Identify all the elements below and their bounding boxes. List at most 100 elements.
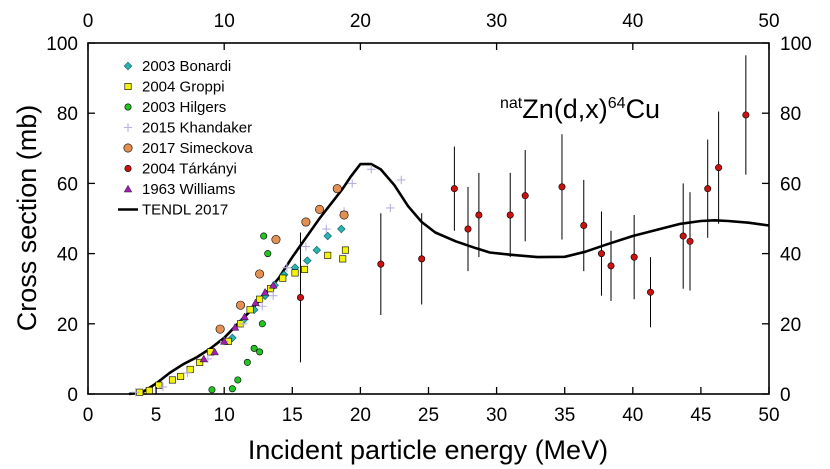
y-tick-label-right: 80 — [780, 104, 801, 125]
y-axis-label: Cross section (mb) — [12, 105, 42, 332]
point-2017-simeckova — [339, 210, 349, 220]
legend-label-2015-khandaker: 2015 Khandaker — [142, 120, 252, 137]
legend-swatch-2004-t-rk-nyi — [124, 165, 132, 173]
point-2004-t-rk-nyi — [715, 164, 723, 172]
reaction-sup-64: 64 — [608, 95, 626, 112]
x-tick-label-bottom: 5 — [151, 405, 162, 426]
legend-label-2004-t-rk-nyi: 2004 Tárkányi — [142, 161, 237, 178]
point-1963-williams — [251, 298, 260, 306]
point-2004-groppi — [341, 246, 349, 254]
point-2017-simeckova — [255, 269, 265, 279]
plot-frame — [87, 42, 770, 395]
x-tick-label-bottom: 20 — [350, 405, 371, 426]
point-2004-t-rk-nyi — [475, 211, 483, 219]
point-2015-khandaker — [158, 382, 168, 392]
point-2003-hilgers — [208, 386, 216, 394]
legend-swatch-2004-groppi — [124, 83, 132, 91]
point-2004-groppi — [246, 306, 254, 314]
legend-label-tendl-2017: TENDL 2017 — [142, 202, 228, 219]
point-2003-hilgers — [243, 358, 251, 366]
point-2004-t-rk-nyi — [679, 232, 687, 240]
point-2004-groppi — [267, 285, 275, 293]
point-2004-t-rk-nyi — [647, 288, 655, 296]
x-tick-label-bottom: 10 — [214, 405, 235, 426]
point-2004-t-rk-nyi — [464, 225, 472, 233]
legend-swatch-2003-hilgers — [124, 103, 132, 111]
reaction-label: natZn(d,x)64Cu — [500, 94, 660, 124]
point-2003-hilgers — [228, 385, 236, 393]
point-2003-hilgers — [234, 376, 242, 384]
point-2004-groppi — [177, 372, 185, 380]
point-2004-groppi — [196, 358, 204, 366]
point-1963-williams — [220, 337, 229, 345]
point-1963-williams — [199, 354, 208, 363]
point-2017-simeckova — [315, 204, 325, 214]
point-2015-khandaker — [348, 179, 357, 188]
y-tick-label-left: 20 — [57, 315, 78, 336]
point-2003-bonardi — [337, 224, 346, 234]
x-tick-label-top: 20 — [350, 11, 371, 32]
legend-swatch-1963-williams — [123, 184, 133, 193]
point-2015-khandaker — [258, 302, 267, 311]
point-2015-khandaker — [322, 224, 331, 234]
reaction-main-cu: Cu — [626, 94, 661, 124]
point-2003-hilgers — [256, 348, 264, 356]
point-2004-t-rk-nyi — [580, 222, 588, 230]
series-line-tendl-2017 — [128, 162, 770, 396]
y-tick-label-right: 20 — [780, 315, 801, 336]
point-2015-khandaker — [282, 263, 292, 272]
x-tick-label-bottom: 30 — [486, 405, 507, 426]
point-2004-t-rk-nyi — [521, 192, 529, 200]
point-2015-khandaker — [397, 175, 406, 185]
point-2015-khandaker — [386, 203, 395, 213]
point-2015-khandaker — [301, 242, 311, 251]
point-2003-bonardi — [228, 333, 237, 343]
point-2015-khandaker — [131, 388, 140, 397]
y-tick-label-right: 40 — [780, 245, 801, 266]
point-2004-t-rk-nyi — [704, 185, 712, 193]
legend-swatch-2015-khandaker — [123, 123, 133, 132]
y-tick-label-left: 60 — [57, 174, 78, 195]
reaction-sup-nat: nat — [500, 95, 523, 112]
point-2004-groppi — [339, 255, 347, 263]
x-tick-label-bottom: 40 — [622, 405, 643, 426]
legend-label-2017-simeckova: 2017 Simeckova — [142, 140, 254, 157]
legend-swatch-2003-bonardi — [123, 61, 133, 71]
point-2017-simeckova — [332, 184, 342, 194]
point-2004-groppi — [279, 274, 287, 282]
y-tick-label-left: 100 — [46, 34, 78, 55]
tendl-curve-group — [128, 162, 770, 396]
x-tick-label-bottom: 25 — [418, 405, 439, 426]
x-tick-label-bottom: 35 — [554, 405, 575, 426]
point-2004-t-rk-nyi — [296, 293, 304, 301]
point-1963-williams — [210, 347, 219, 356]
point-2004-t-rk-nyi — [607, 262, 615, 270]
point-2017-simeckova — [215, 324, 225, 334]
reaction-main-zn: Zn(d,x) — [522, 94, 608, 124]
point-2003-hilgers — [264, 250, 272, 258]
point-2004-groppi — [291, 269, 299, 277]
point-2003-bonardi — [303, 256, 312, 265]
point-2017-simeckova — [236, 300, 246, 310]
point-2015-khandaker — [367, 165, 376, 174]
x-axis-label: Incident particle energy (MeV) — [248, 435, 608, 465]
point-2003-hilgers — [260, 232, 268, 240]
point-2004-t-rk-nyi — [450, 185, 458, 193]
point-2003-hilgers — [258, 320, 266, 328]
point-2003-bonardi — [323, 231, 332, 241]
point-2004-t-rk-nyi — [377, 260, 385, 268]
x-tick-label-top: 10 — [214, 11, 235, 32]
legend-label-2003-hilgers: 2003 Hilgers — [142, 99, 226, 116]
point-1963-williams — [230, 323, 240, 331]
y-tick-label-left: 0 — [67, 385, 78, 406]
point-2004-t-rk-nyi — [597, 250, 605, 258]
legend: 2003 Bonardi 2004 Groppi 2003 Hilgers 2015 … — [118, 58, 254, 219]
point-2004-groppi — [145, 386, 153, 394]
point-1963-williams — [260, 287, 270, 296]
y-tick-label-right: 100 — [780, 34, 812, 55]
x-tick-label-bottom: 45 — [690, 405, 711, 426]
x-tick-label-top: 50 — [758, 11, 779, 32]
point-2004-groppi — [256, 295, 264, 303]
